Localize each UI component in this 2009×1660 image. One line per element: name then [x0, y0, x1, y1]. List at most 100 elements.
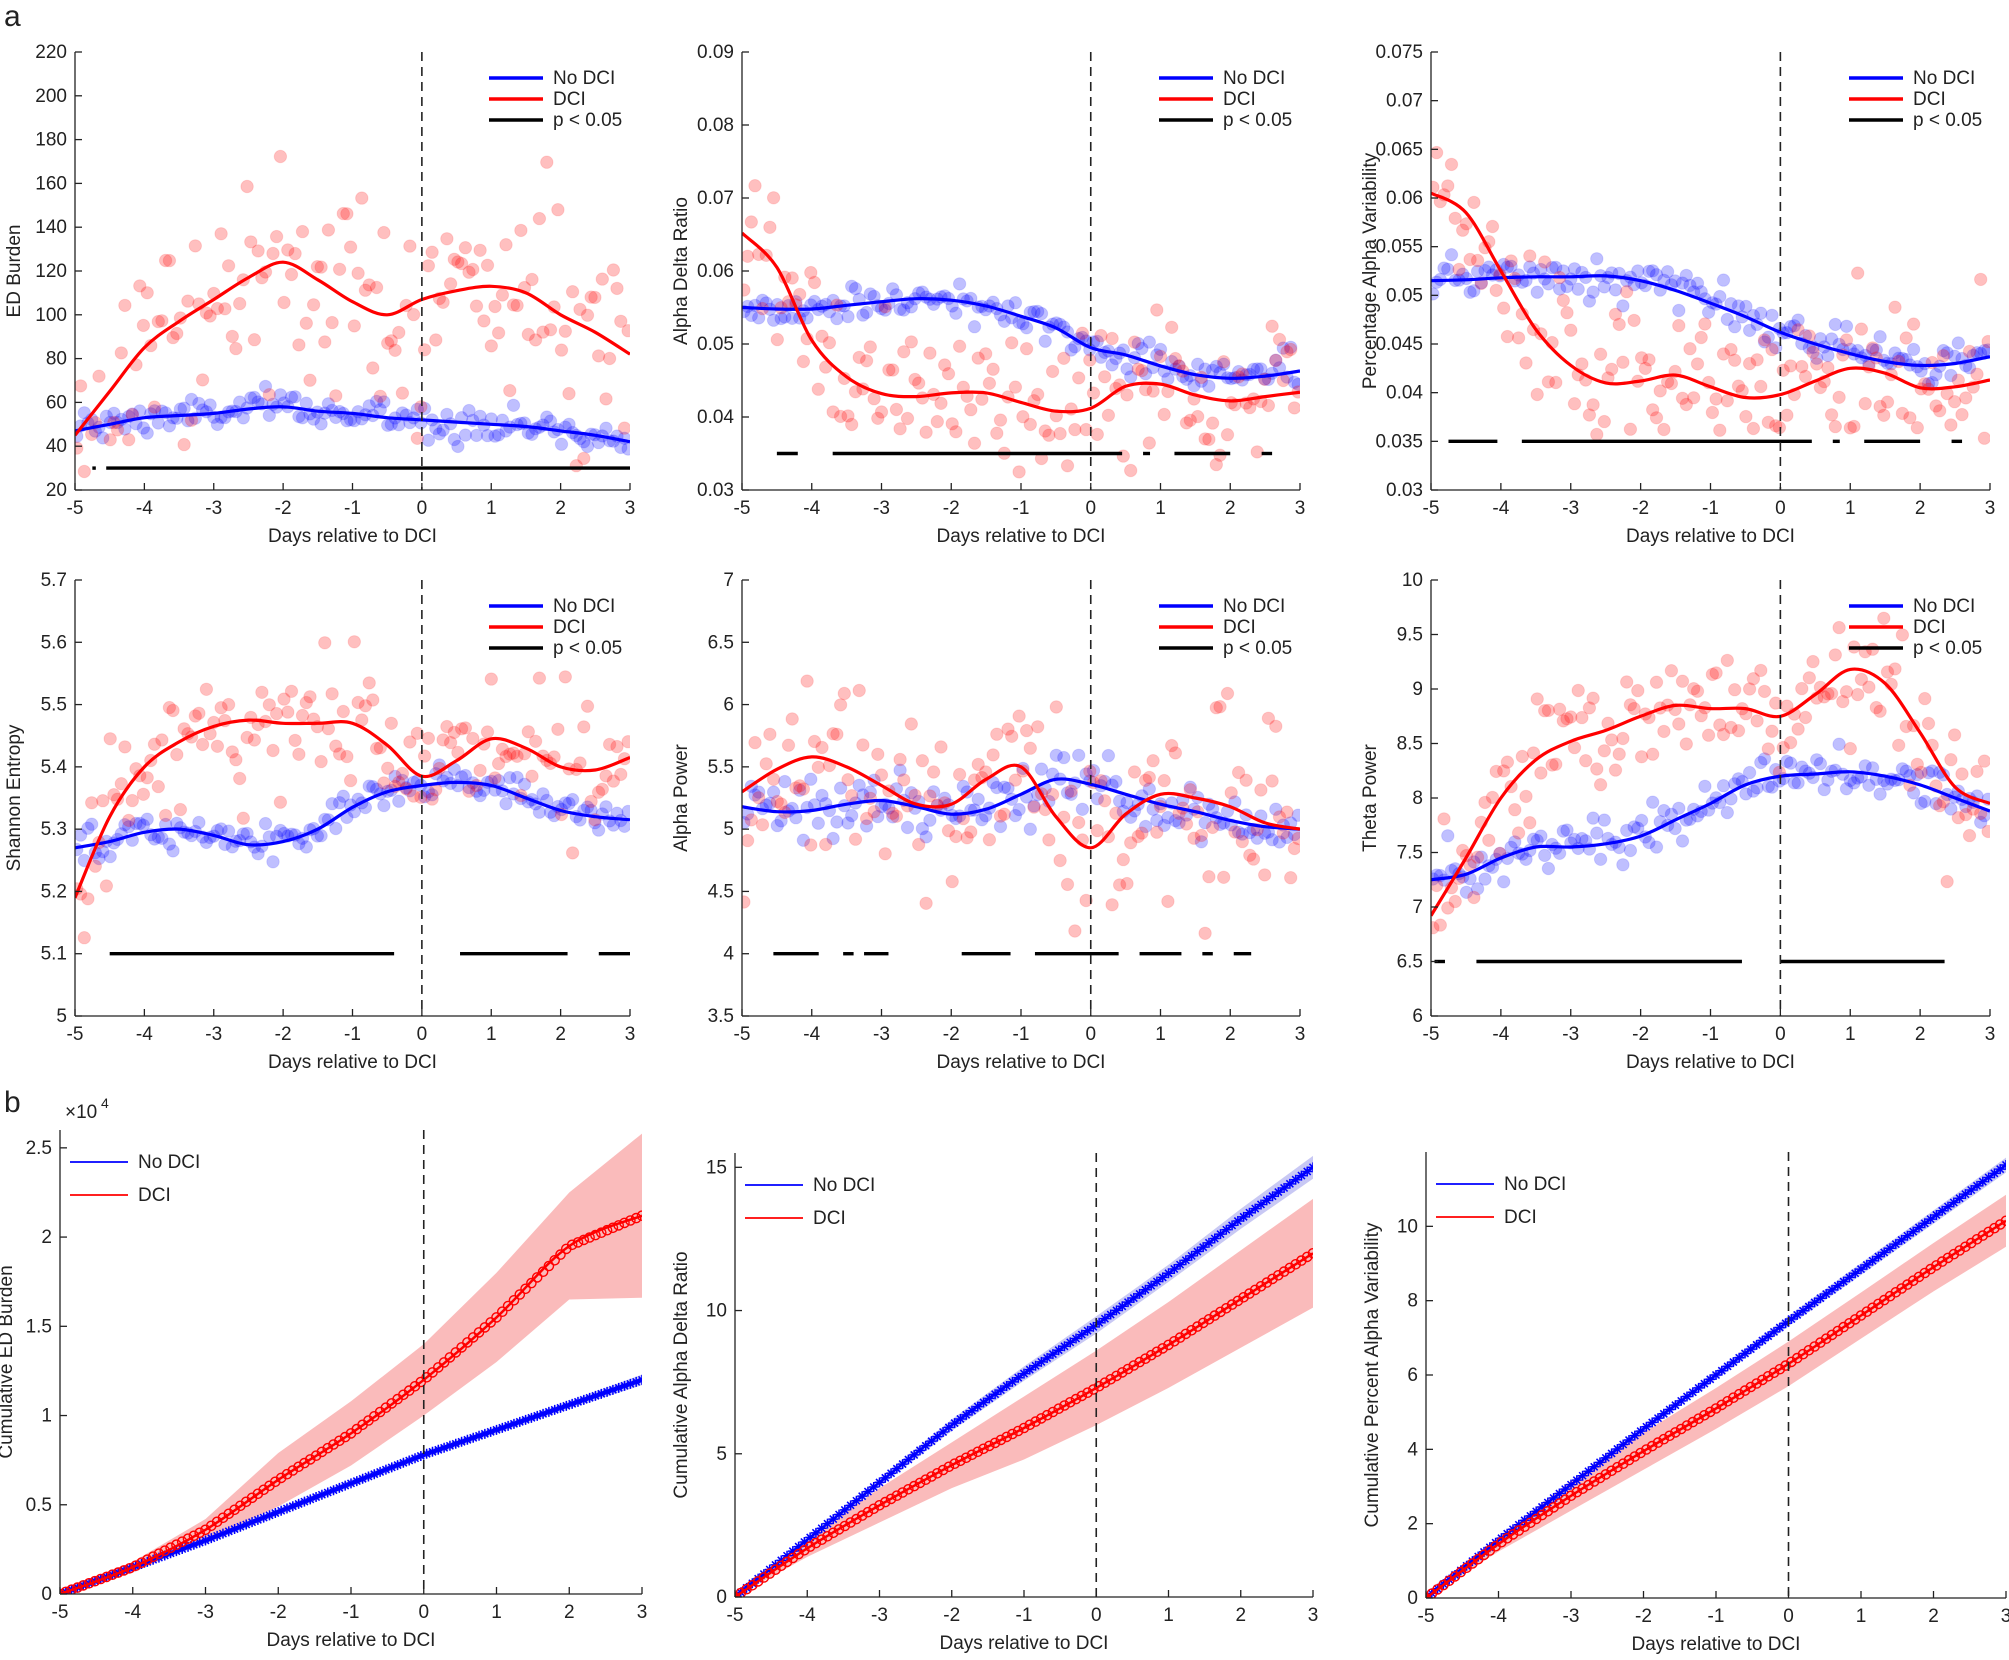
circle-marker — [868, 1503, 880, 1515]
scatter-point — [1098, 794, 1112, 808]
star-marker — [1751, 1339, 1762, 1350]
star-marker — [1151, 1276, 1162, 1287]
circle-marker — [1571, 1486, 1583, 1498]
scatter-point — [462, 784, 476, 798]
star-marker — [1653, 1413, 1663, 1424]
scatter-point — [351, 695, 365, 710]
star-marker — [857, 1491, 868, 1502]
scatter-point — [1970, 764, 1984, 779]
scatter-point — [332, 796, 347, 810]
star-marker — [868, 1482, 879, 1492]
scatter-point — [1209, 359, 1224, 374]
scatter-point — [1431, 921, 1440, 935]
scatter-point — [997, 314, 1011, 328]
scatter-point — [1272, 835, 1287, 849]
star-marker — [753, 1573, 764, 1584]
star-marker — [1757, 1335, 1768, 1346]
scatter-point — [1921, 716, 1936, 731]
circle-marker — [322, 1442, 334, 1454]
scatter-point — [826, 405, 840, 419]
scatter-point — [1843, 421, 1858, 435]
scatter-point — [1709, 392, 1723, 406]
scatter-point — [458, 721, 473, 735]
scatter-point — [458, 428, 473, 442]
scatter-point — [964, 825, 978, 839]
scatter-point — [588, 290, 602, 305]
scatter-point — [617, 421, 630, 435]
scatter-point — [1027, 799, 1041, 813]
circle-marker — [496, 1306, 508, 1317]
scatter-point — [1202, 870, 1216, 884]
scatter-point — [1183, 780, 1198, 794]
scatter-point — [303, 373, 317, 387]
x-tick-label: -5 — [1423, 1024, 1440, 1045]
scatter-point — [1265, 774, 1279, 788]
scatter-point — [1974, 815, 1988, 829]
y-tick-label: 0.04 — [697, 407, 734, 428]
circle-marker — [508, 1295, 520, 1306]
scatter-point — [1929, 399, 1943, 413]
scatter-point — [392, 325, 406, 340]
scatter-point — [1720, 394, 1735, 408]
scatter-point — [1545, 260, 1559, 275]
scatter-point — [432, 427, 447, 441]
circle-marker — [984, 1440, 995, 1452]
scatter-point — [1858, 396, 1872, 411]
scatter-point — [233, 771, 247, 786]
y-tick-label: 8 — [1412, 788, 1423, 809]
x-tick-label: -1 — [1013, 1024, 1030, 1045]
scatter-point — [1620, 675, 1634, 689]
scatter-point — [1649, 675, 1664, 689]
scatter-point — [1746, 784, 1761, 798]
scatter-point — [499, 749, 513, 764]
x-tick-label: 2 — [564, 1602, 575, 1623]
star-marker — [247, 1517, 258, 1528]
scatter-point — [1250, 362, 1264, 376]
circle-marker — [1296, 1255, 1307, 1266]
scatter-point — [774, 797, 788, 811]
legend-label: p < 0.05 — [1223, 110, 1292, 131]
scatter-point — [1165, 738, 1179, 753]
legend-label: DCI — [813, 1208, 846, 1229]
scatter-point — [1519, 852, 1533, 866]
scatter-point — [1441, 901, 1455, 915]
circle-marker — [1169, 1336, 1180, 1347]
scatter-point — [384, 716, 398, 730]
star-marker — [619, 1380, 630, 1391]
scatter-point — [778, 310, 792, 324]
x-tick-label: 1 — [486, 498, 497, 519]
scatter-point — [971, 792, 985, 806]
scatter-point — [1765, 724, 1779, 738]
scatter-point — [277, 295, 291, 310]
scatter-point — [1649, 268, 1664, 282]
circle-marker — [1670, 1427, 1681, 1438]
scatter-point — [462, 403, 476, 418]
scatter-point — [1515, 749, 1530, 764]
scatter-point — [1560, 279, 1574, 294]
y-tick-label: 0.055 — [1375, 237, 1423, 258]
scatter-point — [362, 779, 376, 793]
scatter-point — [484, 672, 498, 686]
star-marker — [995, 1385, 1006, 1396]
scatter-point — [314, 829, 328, 843]
scatter-point — [1660, 265, 1675, 279]
star-marker — [1088, 1321, 1099, 1332]
scatter-point — [1873, 704, 1887, 718]
x-tick-label: -4 — [124, 1602, 141, 1623]
scatter-point — [1687, 391, 1701, 405]
circle-marker — [1681, 1420, 1693, 1431]
y-tick-label: 200 — [35, 86, 67, 107]
scatter-point — [458, 241, 473, 255]
scatter-point — [1839, 319, 1854, 333]
star-marker — [1244, 1207, 1255, 1218]
scatter-point — [447, 432, 461, 447]
scatter-point — [506, 298, 521, 312]
scatter-point — [897, 303, 911, 317]
scatter-point — [949, 425, 963, 439]
circle-marker — [502, 1300, 514, 1312]
scatter-point — [1914, 796, 1928, 810]
scatter-point — [488, 771, 502, 785]
scatter-point — [1191, 357, 1205, 371]
scatter-point — [859, 819, 874, 833]
scatter-point — [766, 785, 781, 799]
